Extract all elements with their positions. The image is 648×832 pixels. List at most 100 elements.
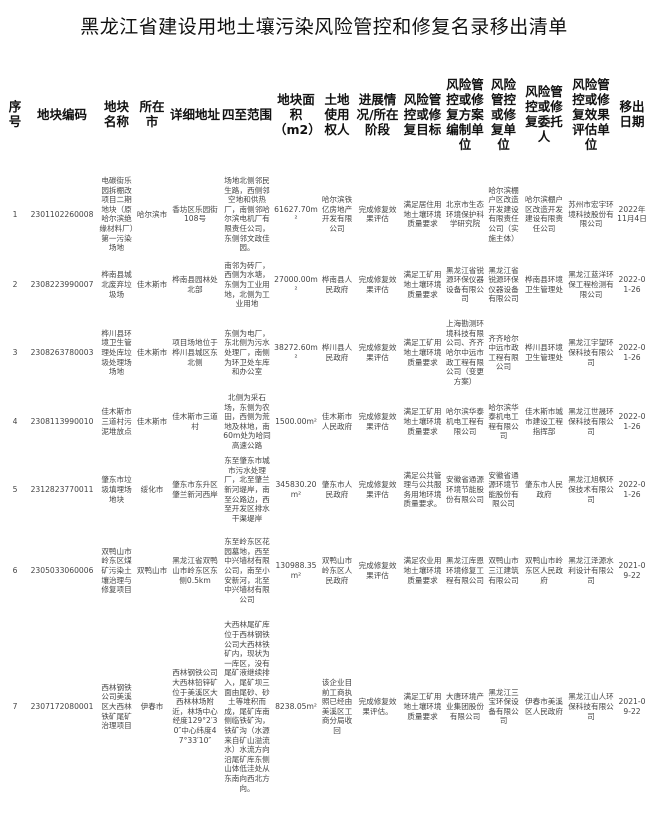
table-cell: 黑龙江旭枫环保技术有限公司 (568, 475, 614, 504)
table-cell: 桦南县城北废弃垃圾场 (101, 270, 132, 299)
table-cell: 130988.35m² (275, 561, 317, 580)
table-cell: 桦南县人民政府 (321, 275, 353, 294)
table-cell: 西林钢铁公司美溪区大西林铁矿尾矿治理项目 (101, 682, 132, 731)
table-cell: 佳木斯市 (136, 416, 168, 426)
table-cell: 佳木斯市三道村 (172, 412, 218, 431)
table-row: 5 2312823770011 肇东市垃圾填埋场地块 绥化市 肇东市东升区肇兰新河西岸东… (4, 455, 648, 525)
table-cell: 佳木斯市城市建设工程指挥部 (525, 407, 563, 436)
table-cell: 2308263780003 (30, 347, 94, 357)
table-cell: 肇东市垃圾填埋场地块 (101, 475, 132, 504)
table-cell: 完成修复效果评估 (358, 343, 397, 362)
table-cell: 完成修复效果评估 (358, 275, 397, 294)
table-cell: 2022-01-26 (618, 412, 646, 431)
table-cell: 黑龙江泽源水利设计有限公司 (568, 556, 614, 585)
column-header: 地块编码 (36, 106, 87, 122)
table-cell: 满足工矿用地土壤环境质量要求 (403, 338, 442, 367)
table-cell: 黑龙江世晟环保科技有限公司 (568, 407, 614, 436)
removal-list-table: 序号 地块编码 地块名称 所在市 详细地址 四至范围 地块面积（m2） 土地使用权人 进展情况/… (4, 52, 648, 797)
table-cell: 8238.05m² (275, 701, 317, 711)
column-header: 四至范围 (222, 106, 273, 122)
table-cell: 肇东市东升区肇兰新河西岸 (172, 480, 218, 499)
table-cell: 绥化市 (140, 484, 164, 494)
table-cell: 双鸭山市三江建筑有限公司 (488, 556, 519, 585)
table-cell: 2308223990007 (30, 279, 94, 289)
table-cell: 黑龙江三宝环保设备有限公司 (488, 687, 519, 726)
table-cell: 香坊区乐园街108号 (172, 204, 218, 224)
table-cell: 大西林尾矿库位于西林钢铁公司大西林铁矿内，现状为一库区，没有尾矿液继续排入，尾矿… (224, 620, 270, 793)
table-row: 6 2305033060006 双鸭山市岭东区煤矿污染土壤治理与修复项目 双鸭山市 黑龙… (4, 525, 648, 617)
table-cell: 安徽省通源环境节能股份有限公司 (446, 475, 484, 504)
column-header: 详细地址 (170, 106, 221, 122)
table-cell: 2022-01-26 (618, 480, 646, 499)
table-cell: 2021-09-22 (618, 561, 646, 580)
column-header: 移出日期 (619, 99, 645, 129)
table-cell: 哈尔滨华泰机电工程有限公司 (446, 407, 484, 436)
column-header: 风险管控或修复委托人 (525, 84, 563, 144)
column-header: 土地使用权人 (324, 91, 350, 137)
table-cell: 哈尔滨棚户区改造开发建设有限责任公司（实施主体） (488, 185, 519, 243)
table-header: 序号 地块编码 地块名称 所在市 详细地址 四至范围 地块面积（m2） 土地使用权人 进展情况/… (4, 52, 648, 176)
table-cell: 电碳街乐园拆棚改项目二期地块（原哈尔滨绝缘材料厂）第一污染场地 (99, 176, 134, 253)
table-cell: 满足工矿用地土壤环境质量要求 (403, 270, 442, 299)
column-header: 风险管控或修复目标 (403, 91, 442, 137)
column-header: 风险管控或修复方案编制单位 (446, 76, 484, 152)
table-cell: 北侧为采石场，东侧为农田，西侧为荒地及林地，南60m处为哈同高速公路 (223, 392, 271, 450)
table-cell: 黑龙江库恩环境修复工程有限公司 (446, 556, 484, 585)
column-header: 序号 (8, 99, 22, 129)
table-row: 7 2307172080001 西林钢铁公司美溪区大西林铁矿尾矿治理项目 伊春市 西林钢… (4, 617, 648, 797)
table-cell: 场地北侧邻民生路，西侧邻空地和供热厂，南侧邻哈尔滨电机厂有限责任公司，东侧邻文政… (224, 176, 270, 253)
table-cell: 完成修复效果评估 (358, 204, 397, 224)
table-cell: 桦川县人民政府 (321, 343, 353, 362)
table-cell: 2022年11月4日 (617, 204, 647, 224)
table-cell: 西林钢铁公司大西林铅锌矿位于美溪区大西林林场附近，林场中心经度129°2′30″… (172, 668, 218, 745)
table-cell: 满足农业用地土壤环境质量要求 (403, 556, 442, 585)
table-cell: 完成修复效果评估 (358, 561, 397, 580)
table-cell: 哈尔滨华泰机电工程有限公司 (488, 402, 519, 441)
table-cell: 3 (12, 347, 18, 357)
table-cell: 4 (12, 416, 18, 426)
table-cell: 双鸭山市岭东区煤矿污染土壤治理与修复项目 (101, 546, 132, 595)
column-header: 地块面积（m2） (274, 91, 321, 137)
table-cell: 项目场地位于桦川县城区东北侧 (172, 338, 218, 367)
table-cell: 齐齐哈尔中远市政工程有限公司 (488, 333, 519, 372)
table-cell: 黑龙江省双鸭山市岭东区东侧0.5km (172, 556, 218, 585)
table-cell: 2301102260008 (30, 209, 94, 219)
table-cell: 完成修复效果评估 (358, 412, 397, 431)
table-row: 1 2301102260008 电碳街乐园拆棚改项目二期地块（原哈尔滨绝缘材料厂）第… (4, 176, 648, 253)
table-cell: 满足居住用地土壤环境质量要求 (403, 199, 442, 229)
table-cell: 伊春市美溪区人民政府 (525, 697, 563, 716)
column-header: 地块名称 (103, 99, 129, 129)
table-cell: 南邻为砖厂，西侧为水塘，东侧为工业用地，北侧为工业用地 (224, 260, 270, 309)
table-cell: 2022-01-26 (618, 275, 646, 294)
table-cell: 双鸭山市岭东区人民政府 (321, 556, 353, 585)
page-title: 黑龙江省建设用地土壤污染风险管控和修复名录移出清单 (80, 16, 568, 38)
table-cell: 双鸭山市岭东区人民政府 (525, 556, 563, 585)
table-cell: 东侧为电厂，东北侧为污水处理厂，南侧为环卫处车库和办公室 (224, 328, 270, 377)
table-cell: 肇东市人民政府 (321, 480, 353, 499)
table-cell: 苏州市宏宇环境科技股份有限公司 (568, 199, 614, 229)
table-cell: 哈尔滨铁亿房地产开发有限公司 (321, 195, 353, 233)
table-cell: 桦川县环境卫生管理处 (525, 343, 563, 362)
table-cell: 哈尔滨棚户区改造开发建设有限责任公司 (525, 195, 563, 233)
table-cell: 东至肇东市城市污水处理厂，北至肇兰新河堤岸，南至公路边，西至开发区排水干渠堤岸 (224, 456, 270, 523)
table-cell: 佳木斯市三道村污泥堆放点 (101, 407, 132, 436)
table-cell: 北京市生态环境保护科学研究院 (446, 199, 484, 229)
table-cell: 2308113990010 (30, 416, 94, 426)
table-cell: 满足工矿用地土壤环境质量要求 (403, 692, 442, 721)
table-cell: 大唐环境产业集团股份有限公司 (446, 692, 484, 721)
table-cell: 2 (12, 279, 18, 289)
table-cell: 双鸭山市 (136, 565, 168, 575)
table-cell: 佳木斯市 (136, 279, 168, 289)
column-header: 风险管控或修复效果评估单位 (572, 76, 610, 152)
table-cell: 满足工矿用地土壤环境质量要求 (403, 407, 442, 436)
table-cell: 黑龙江省锐源环保仪器设备有限公司 (488, 265, 519, 304)
table-cell: 桦南县环境卫生管理处 (525, 275, 563, 294)
table-cell: 2307172080001 (30, 701, 94, 711)
table-cell: 黑龙江山人环保科技有限公司 (568, 692, 614, 721)
table-cell: 27000.00m² (274, 275, 318, 294)
table-cell: 该企业目前工商执照已经由美溪区工商分局收回 (321, 677, 353, 735)
table-cell: 2021-09-22 (618, 697, 646, 716)
table-cell: 38272.60m² (274, 343, 318, 362)
table-cell: 桦川县环境卫生管理处库垃圾处理场场地 (101, 328, 132, 377)
table-cell: 佳木斯市人民政府 (321, 412, 353, 431)
